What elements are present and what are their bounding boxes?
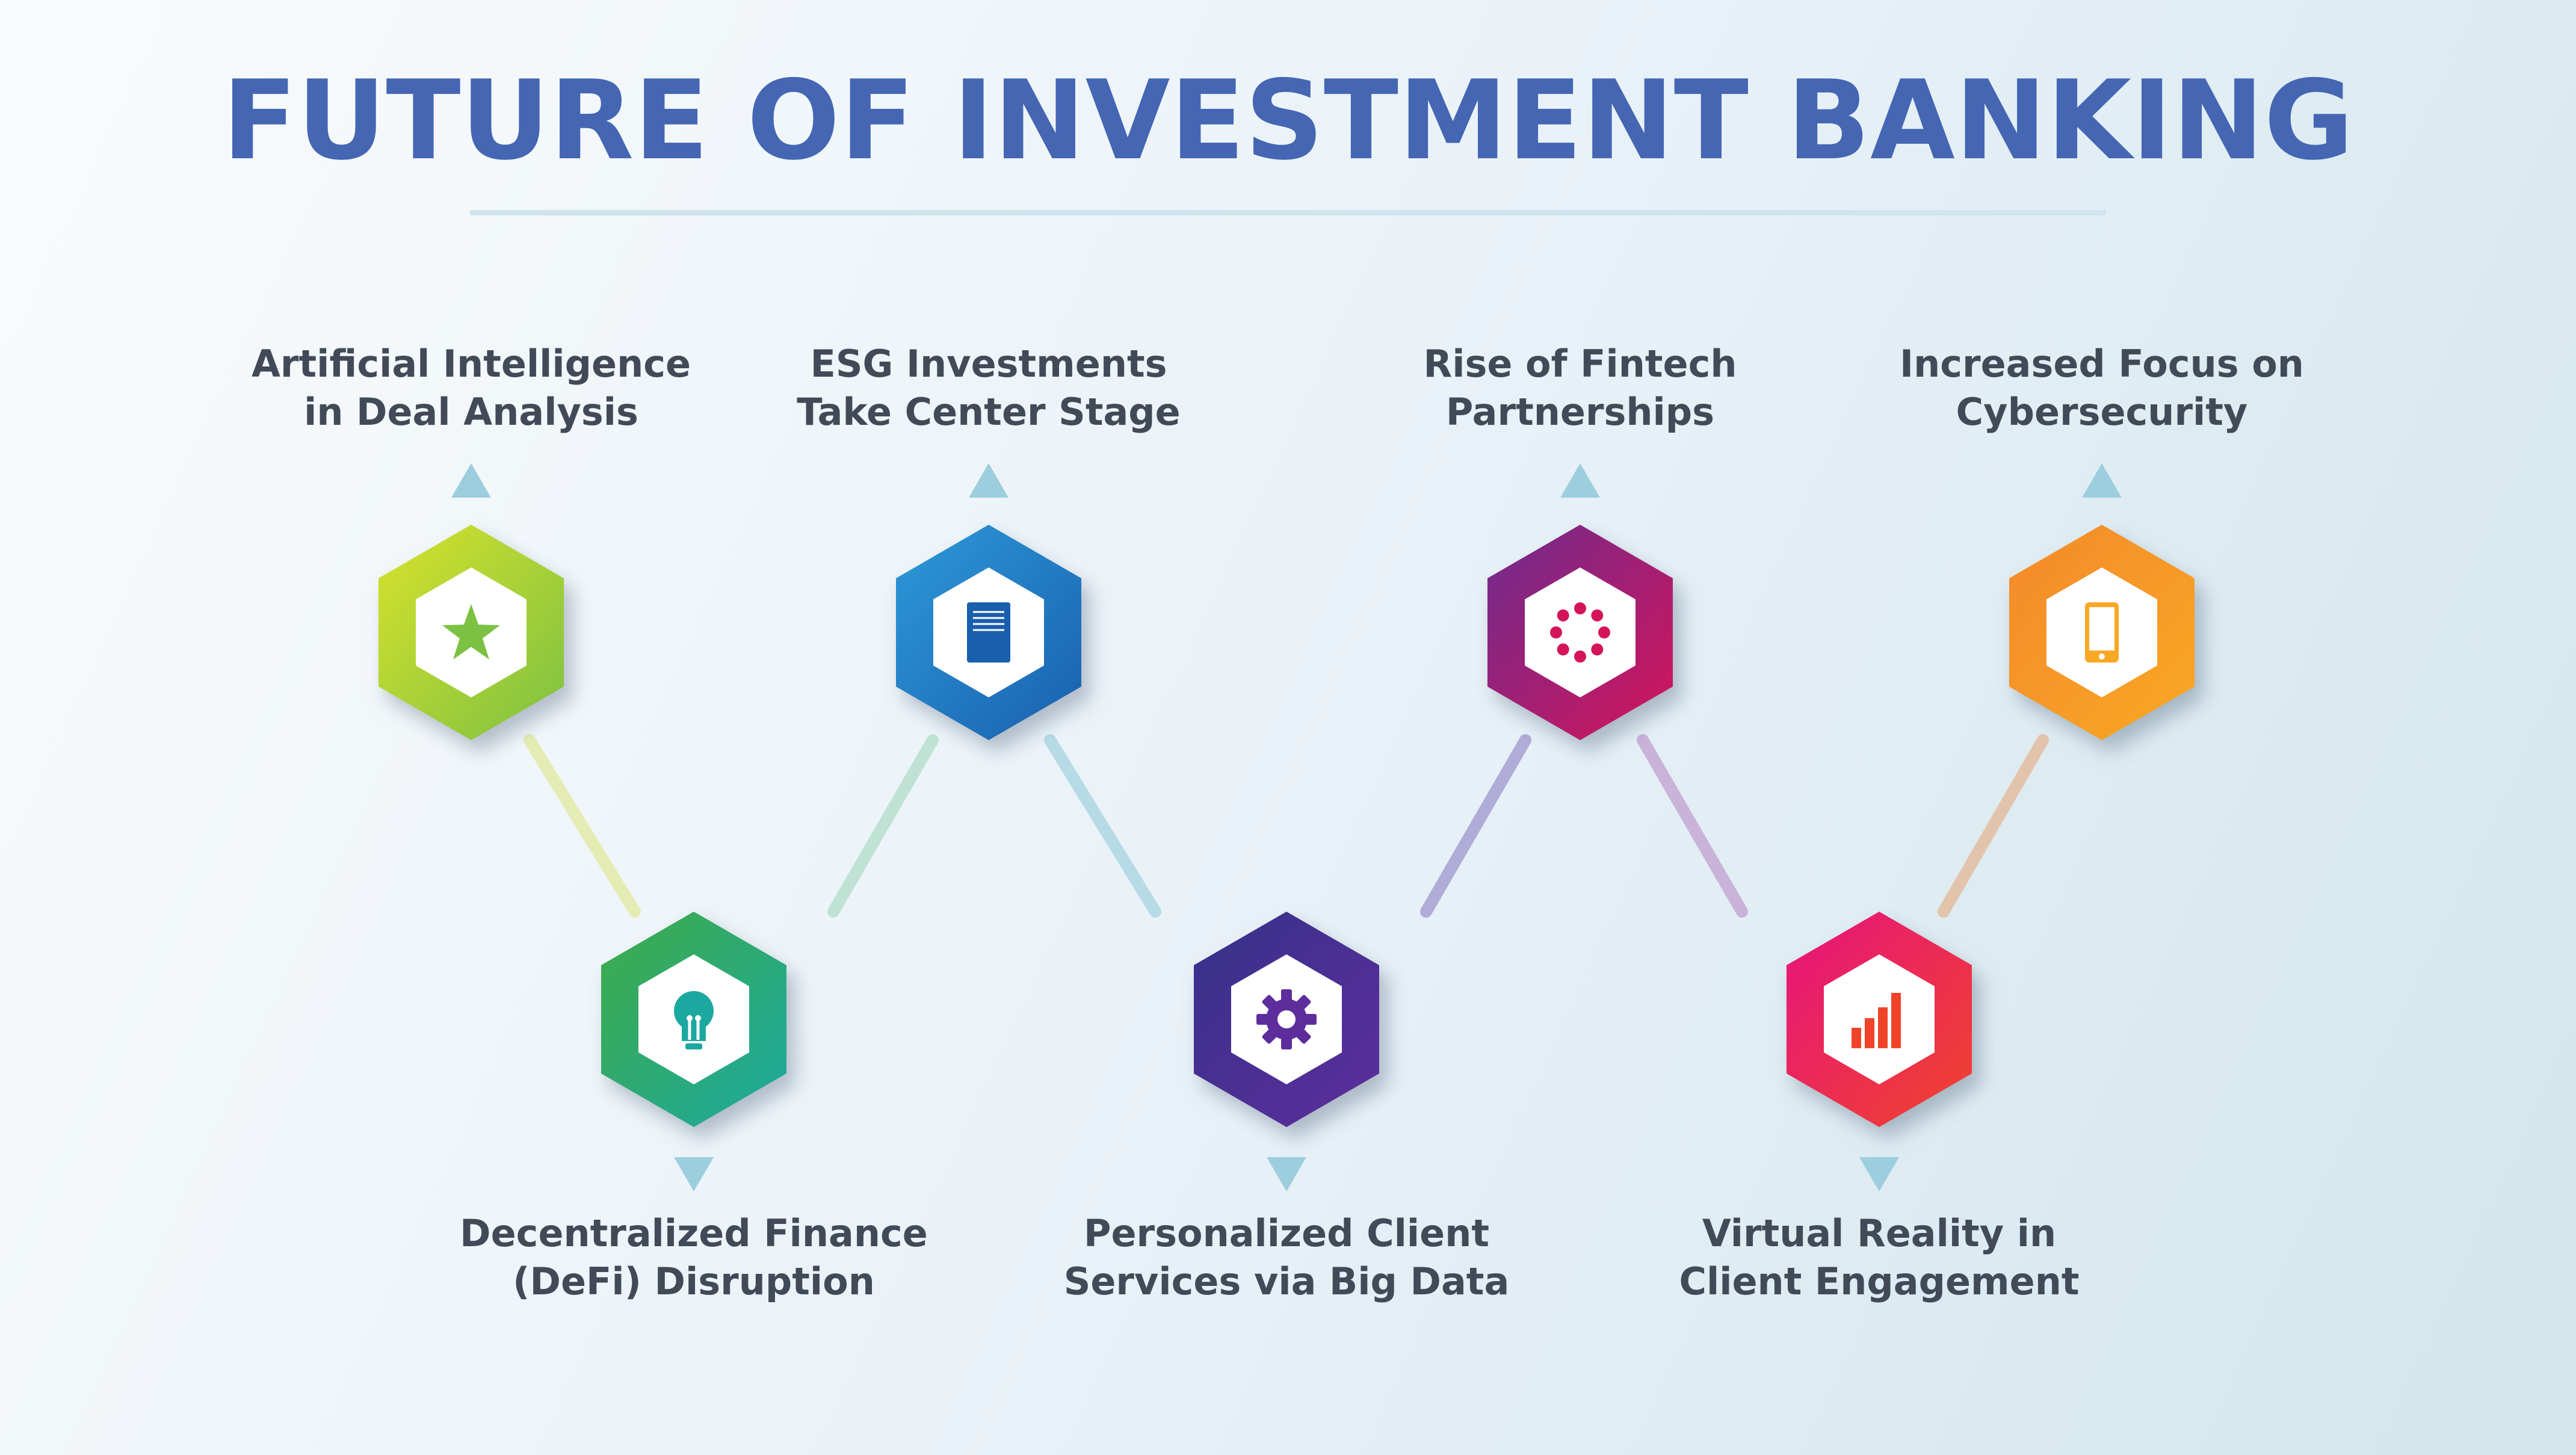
- connector-line: [524, 734, 641, 918]
- step-label-cybersecurity: Increased Focus on Cybersecurity: [1831, 340, 2373, 436]
- title-underline: [469, 210, 2106, 215]
- step-label-ai-deal-analysis: Artificial Intelligence in Deal Analysis: [200, 340, 742, 436]
- up-arrow-marker: [451, 463, 491, 498]
- bar-chart-icon: [1852, 993, 1901, 1048]
- gear-icon: [1256, 989, 1317, 1049]
- step-label-line2: Client Engagement: [1679, 1259, 2080, 1303]
- step-label-defi-disruption: Decentralized Finance (DeFi) Disruption: [423, 1209, 965, 1306]
- step-label-virtual-reality: Virtual Reality in Client Engagement: [1608, 1209, 2150, 1306]
- page-title: FUTURE OF INVESTMENT BANKING: [222, 57, 2354, 184]
- lightbulb-icon: [674, 991, 714, 1049]
- connector-line: [1044, 734, 1161, 918]
- down-arrow-marker: [1859, 1157, 1899, 1191]
- step-label-line2: Take Center Stage: [797, 390, 1181, 434]
- down-arrow-marker: [674, 1157, 714, 1191]
- step-label-line1: Rise of Fintech: [1423, 342, 1737, 386]
- hexagon-ai-deal-analysis: [377, 524, 566, 741]
- hexagon-virtual-reality: [1785, 910, 1974, 1128]
- step-label-line1: Personalized Client: [1084, 1211, 1489, 1255]
- up-arrow-marker: [1560, 463, 1600, 498]
- connector-line: [1938, 734, 2049, 918]
- hexagon-shape: [1487, 525, 1673, 740]
- hexagon-esg-investments: [894, 524, 1083, 741]
- step-label-line1: Artificial Intelligence: [251, 342, 691, 386]
- document-icon: [967, 602, 1010, 663]
- connector-line: [1637, 734, 1748, 918]
- step-label-line1: Virtual Reality in: [1702, 1211, 2057, 1255]
- loading-dots-icon: [1550, 602, 1610, 663]
- tablet-icon: [2085, 602, 2119, 663]
- step-label-line2: (DeFi) Disruption: [513, 1259, 875, 1303]
- step-label-line2: in Deal Analysis: [304, 390, 638, 434]
- hexagon-fintech-partnerships: [1486, 524, 1675, 741]
- hexagon-cybersecurity: [2007, 524, 2196, 741]
- step-label-line2: Cybersecurity: [1956, 390, 2248, 434]
- step-label-esg-investments: ESG Investments Take Center Stage: [718, 340, 1259, 436]
- step-label-line1: Decentralized Finance: [460, 1211, 928, 1255]
- up-arrow-marker: [969, 463, 1008, 498]
- connector-line: [827, 734, 939, 918]
- step-label-line2: Services via Big Data: [1063, 1259, 1510, 1303]
- up-arrow-marker: [2082, 463, 2122, 498]
- connector-line: [1420, 734, 1531, 918]
- step-label-fintech-partnerships: Rise of Fintech Partnerships: [1309, 340, 1851, 436]
- down-arrow-marker: [1267, 1157, 1306, 1191]
- star-icon: [442, 604, 500, 660]
- step-label-line1: ESG Investments: [810, 342, 1167, 386]
- step-label-line1: Increased Focus on: [1900, 342, 2304, 386]
- step-label-personalized-client-services: Personalized Client Services via Big Dat…: [1016, 1209, 1557, 1306]
- hexagon-defi-disruption: [599, 910, 788, 1128]
- step-label-line2: Partnerships: [1445, 390, 1715, 434]
- hexagon-personalized-client-services: [1192, 910, 1381, 1128]
